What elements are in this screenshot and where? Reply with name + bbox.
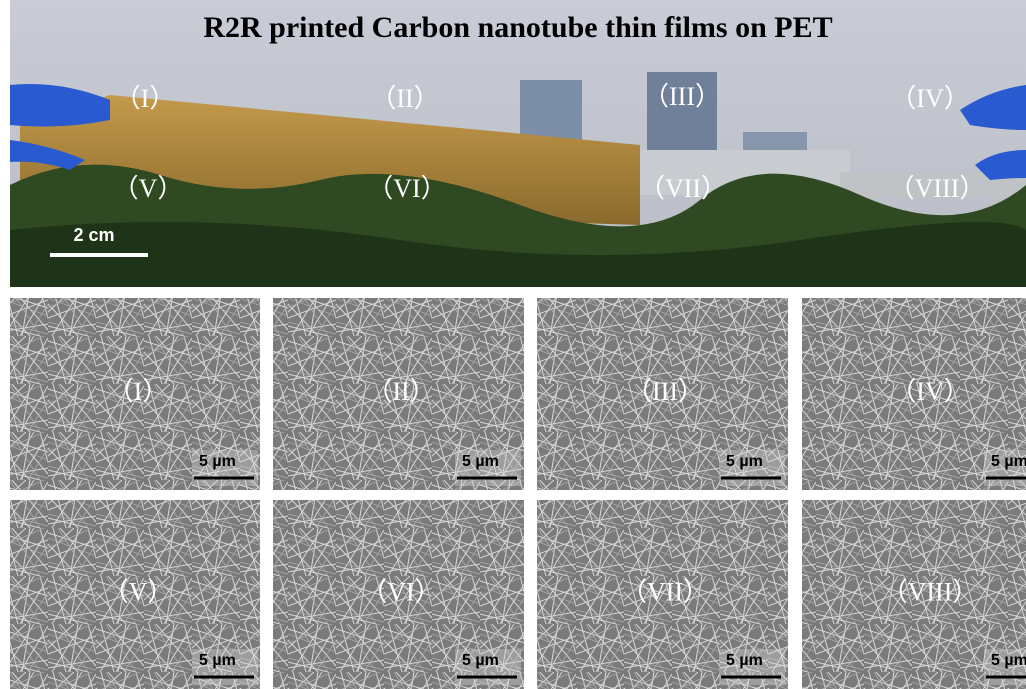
photo-label: （I） [115,84,176,113]
sem-scale-label: 5 µm [726,652,763,669]
photo-label: （VI） [367,174,446,203]
sem-label: （I） [108,377,169,406]
sem-scale-label: 5 µm [991,652,1026,669]
sem-scale-bg [192,450,258,486]
sem-label: （VII） [621,577,709,606]
sem-image [10,500,260,689]
sem-scale-label: 5 µm [462,453,499,470]
sem-scale-bg [192,649,258,685]
sem-scale-bg [455,649,521,685]
photo-label: （V） [113,174,184,203]
sem-image [537,500,788,689]
sem-image [273,298,524,490]
sem-label: （VIII） [882,577,979,606]
sem-scale-label: 5 µm [199,453,236,470]
sem-image [10,298,260,490]
sem-scale-label: 5 µm [199,652,236,669]
sem-image [273,500,524,689]
sem-image [802,500,1026,689]
sem-scale-bg [455,450,521,486]
sem-scale-bg [984,450,1026,486]
sem-scale-bg [719,649,785,685]
sem-label: （V） [103,577,174,606]
sem-scale-bg [719,450,785,486]
photo-label: （VII） [639,174,727,203]
photo-label: （VIII） [889,174,986,203]
photo-label: （III） [643,82,721,111]
sem-scale-label: 5 µm [462,652,499,669]
sem-label: （VI） [361,577,440,606]
sem-label: （IV） [890,377,969,406]
sem-scale-bg [984,649,1026,685]
sem-label: （III） [626,377,704,406]
title: R2R printed Carbon nanotube thin films o… [203,11,832,44]
sem-image [802,298,1026,490]
photo [10,0,1026,287]
sem-scale-label: 5 µm [726,453,763,470]
sem-image [537,298,788,490]
photo-scale-label: 2 cm [73,225,114,245]
sem-scale-label: 5 µm [991,453,1026,470]
photo-label: （II） [370,84,439,113]
photo-label: （IV） [890,84,969,113]
sem-label: （II） [366,377,435,406]
